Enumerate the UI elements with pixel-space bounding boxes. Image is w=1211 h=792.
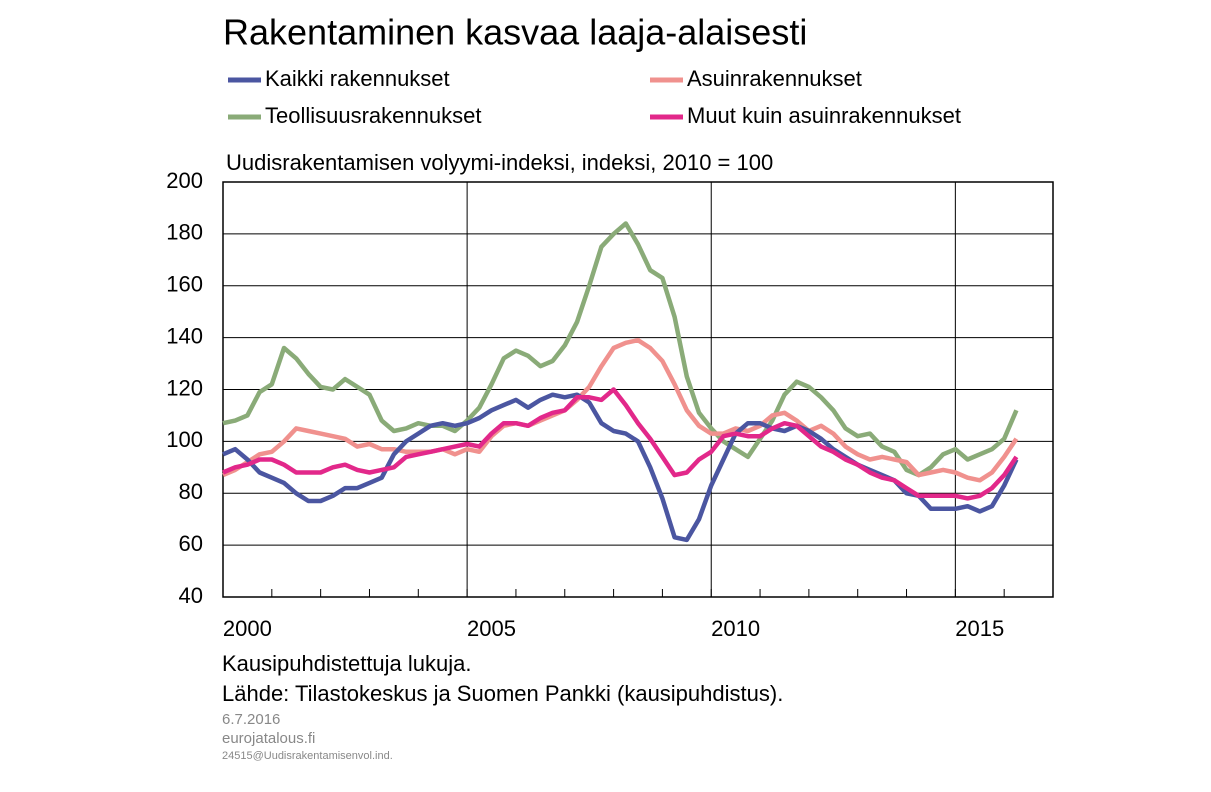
- footer-text: 24515@Uudisrakentamisenvol.ind.: [222, 750, 393, 762]
- legend-label: Muut kuin asuinrakennukset: [687, 103, 961, 128]
- plot-frame: [222, 181, 1054, 598]
- subtitle: Uudisrakentamisen volyymi-indeksi, indek…: [226, 150, 773, 175]
- y-tick-label: 100: [166, 427, 203, 452]
- x-tick-label: 2010: [711, 616, 760, 641]
- y-tick-label: 40: [179, 583, 203, 608]
- note: Kausipuhdistettuja lukuja.: [222, 651, 472, 676]
- y-tick-label: 200: [166, 168, 203, 193]
- y-tick-label: 60: [179, 531, 203, 556]
- legend-label: Teollisuusrakennukset: [265, 103, 481, 128]
- footer-text: eurojatalous.fi: [222, 730, 315, 747]
- chart-title: Rakentaminen kasvaa laaja-alaisesti: [223, 12, 807, 53]
- y-tick-label: 140: [166, 323, 203, 348]
- legend-label: Asuinrakennukset: [687, 66, 862, 91]
- series-line: [222, 337, 1019, 483]
- y-tick-label: 120: [166, 375, 203, 400]
- y-tick-label: 180: [166, 220, 203, 245]
- x-tick-label: 2005: [467, 616, 516, 641]
- series-line: [222, 221, 1019, 478]
- note: Lähde: Tilastokeskus ja Suomen Pankki (k…: [222, 681, 783, 706]
- legend-label: Kaikki rakennukset: [265, 66, 450, 91]
- y-tick-label: 160: [166, 272, 203, 297]
- x-tick-label: 2015: [955, 616, 1004, 641]
- footer-text: 6.7.2016: [222, 711, 280, 728]
- series-line: [222, 387, 1019, 501]
- y-tick-label: 80: [179, 479, 203, 504]
- x-tick-label: 2000: [223, 616, 272, 641]
